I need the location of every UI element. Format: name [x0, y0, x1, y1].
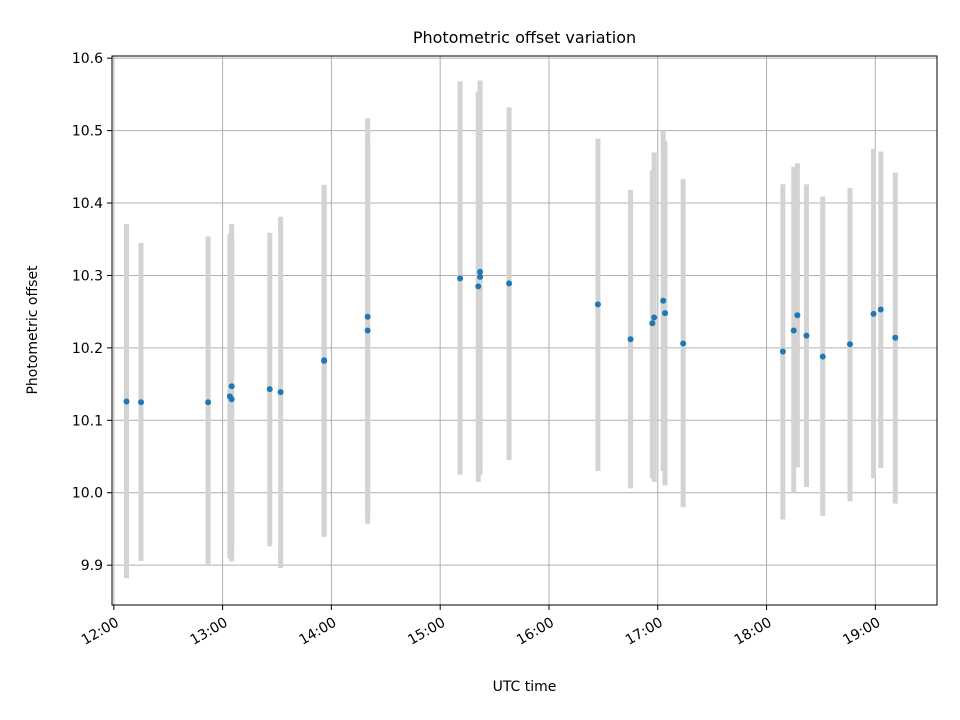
data-point: [506, 280, 513, 287]
data-point: [475, 283, 482, 290]
data-point: [277, 389, 284, 396]
chart-title: Photometric offset variation: [413, 28, 636, 47]
data-point: [138, 399, 145, 406]
data-point: [790, 327, 797, 334]
data-point: [846, 341, 853, 348]
data-point: [779, 348, 786, 355]
data-point: [680, 340, 687, 347]
data-point: [662, 310, 669, 317]
y-axis-ticks: 9.9 10.0 10.1 10.2 10.3 10.4 10.5 10.6: [72, 51, 112, 574]
data-point: [627, 336, 634, 343]
data-point: [870, 310, 877, 317]
data-point: [364, 313, 371, 320]
data-point: [477, 273, 484, 280]
data-points: [123, 268, 899, 406]
data-point: [123, 398, 130, 405]
data-point: [228, 383, 235, 390]
data-point: [892, 334, 899, 341]
y-tick-label: 9.9: [81, 558, 103, 574]
data-point: [594, 301, 601, 308]
y-tick-label: 10.1: [72, 413, 103, 429]
data-point: [794, 312, 801, 319]
data-point: [266, 386, 273, 393]
data-point: [228, 396, 235, 403]
plot-frame: [111, 55, 938, 606]
y-tick-label: 10.5: [72, 124, 103, 140]
data-point: [477, 268, 484, 275]
x-axis-label: UTC time: [493, 679, 557, 695]
data-point: [364, 327, 371, 334]
data-point: [457, 275, 464, 282]
data-point: [819, 353, 826, 360]
data-point: [649, 320, 656, 327]
data-point: [321, 357, 328, 364]
y-tick-label: 10.0: [72, 486, 103, 502]
y-tick-label: 10.2: [72, 341, 103, 357]
y-tick-label: 10.6: [72, 51, 103, 67]
data-point: [660, 297, 667, 304]
y-axis-label: Photometric offset: [25, 265, 41, 395]
data-point: [651, 314, 658, 321]
data-point: [205, 399, 212, 406]
data-point: [877, 306, 884, 313]
data-point: [803, 332, 810, 339]
y-tick-label: 10.3: [72, 268, 103, 284]
y-tick-label: 10.4: [72, 196, 103, 212]
